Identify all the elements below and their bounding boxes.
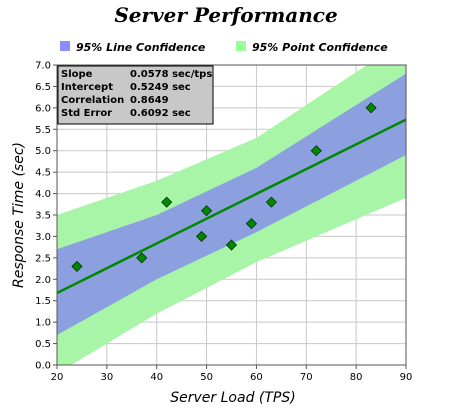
stats-box-background <box>57 65 214 125</box>
data-point <box>265 196 277 208</box>
regression-stats-box: Slope 0.0578 sec/tps Intercept 0.5249 sec Co… <box>57 65 214 125</box>
y-tick-label: 2.0 <box>35 275 51 286</box>
stat-label: Std Error <box>61 108 112 119</box>
y-tick-label: 6.5 <box>35 82 51 93</box>
stat-label: Intercept <box>61 82 113 93</box>
data-point <box>310 145 322 157</box>
data-point <box>71 260 83 272</box>
data-point <box>196 230 208 242</box>
y-tick-label: 3.0 <box>35 232 51 243</box>
data-point <box>161 196 173 208</box>
data-point <box>136 252 148 264</box>
y-tick-label: 5.0 <box>35 146 51 157</box>
stat-value: 0.8649 <box>130 95 169 106</box>
stat-value: 0.6092 sec <box>130 108 191 119</box>
legend-swatch-line-confidence <box>60 41 70 51</box>
x-tick-label: 70 <box>300 372 313 383</box>
stat-value: 0.0578 sec/tps <box>130 69 212 80</box>
y-tick-label: 3.5 <box>35 211 51 222</box>
data-point <box>225 239 238 251</box>
y-tick-label: 4.5 <box>35 168 51 179</box>
data-point <box>245 218 258 230</box>
plot-area: 20 30 40 50 60 70 80 90 0.0 0.5 1.0 1.5 2.0 2.5 3.0 3.5… <box>35 61 413 384</box>
legend-swatch-point-confidence <box>236 41 246 51</box>
data-point <box>201 205 213 217</box>
line-confidence-band <box>57 73 406 336</box>
x-tick-label: 50 <box>200 372 213 383</box>
trendline <box>57 118 406 295</box>
x-tick-label: 30 <box>100 372 113 383</box>
data-point <box>365 102 377 114</box>
y-tick-label: 2.5 <box>35 253 51 264</box>
legend: 95% Line Confidence 95% Point Confidence <box>60 41 388 54</box>
x-axis-title: Server Load (TPS) <box>170 390 295 406</box>
stat-label: Slope <box>61 69 93 80</box>
x-tick-label: 80 <box>350 372 363 383</box>
x-tick-label: 90 <box>400 372 413 383</box>
y-tick-label: 6.0 <box>35 103 51 114</box>
y-axis-title: Response Time (sec) <box>11 142 27 288</box>
y-tick-label: 5.5 <box>35 125 51 136</box>
legend-label-point-confidence: 95% Point Confidence <box>252 41 388 54</box>
chart-title: Server Performance <box>114 3 337 27</box>
y-tick-label: 0.5 <box>35 339 51 350</box>
plot-bands <box>57 65 406 365</box>
x-tick-label: 20 <box>51 372 64 383</box>
y-tick-label: 0.0 <box>35 361 51 372</box>
legend-label-line-confidence: 95% Line Confidence <box>76 41 206 54</box>
stat-value: 0.5249 sec <box>130 82 191 93</box>
y-tick-label: 7.0 <box>35 61 51 72</box>
x-tick-label: 40 <box>150 372 163 383</box>
y-tick-label: 1.0 <box>35 318 51 329</box>
stat-label: Correlation <box>61 95 124 106</box>
x-tick-label: 60 <box>250 372 263 383</box>
y-tick-label: 4.0 <box>35 189 51 200</box>
y-tick-label: 1.5 <box>35 296 51 307</box>
